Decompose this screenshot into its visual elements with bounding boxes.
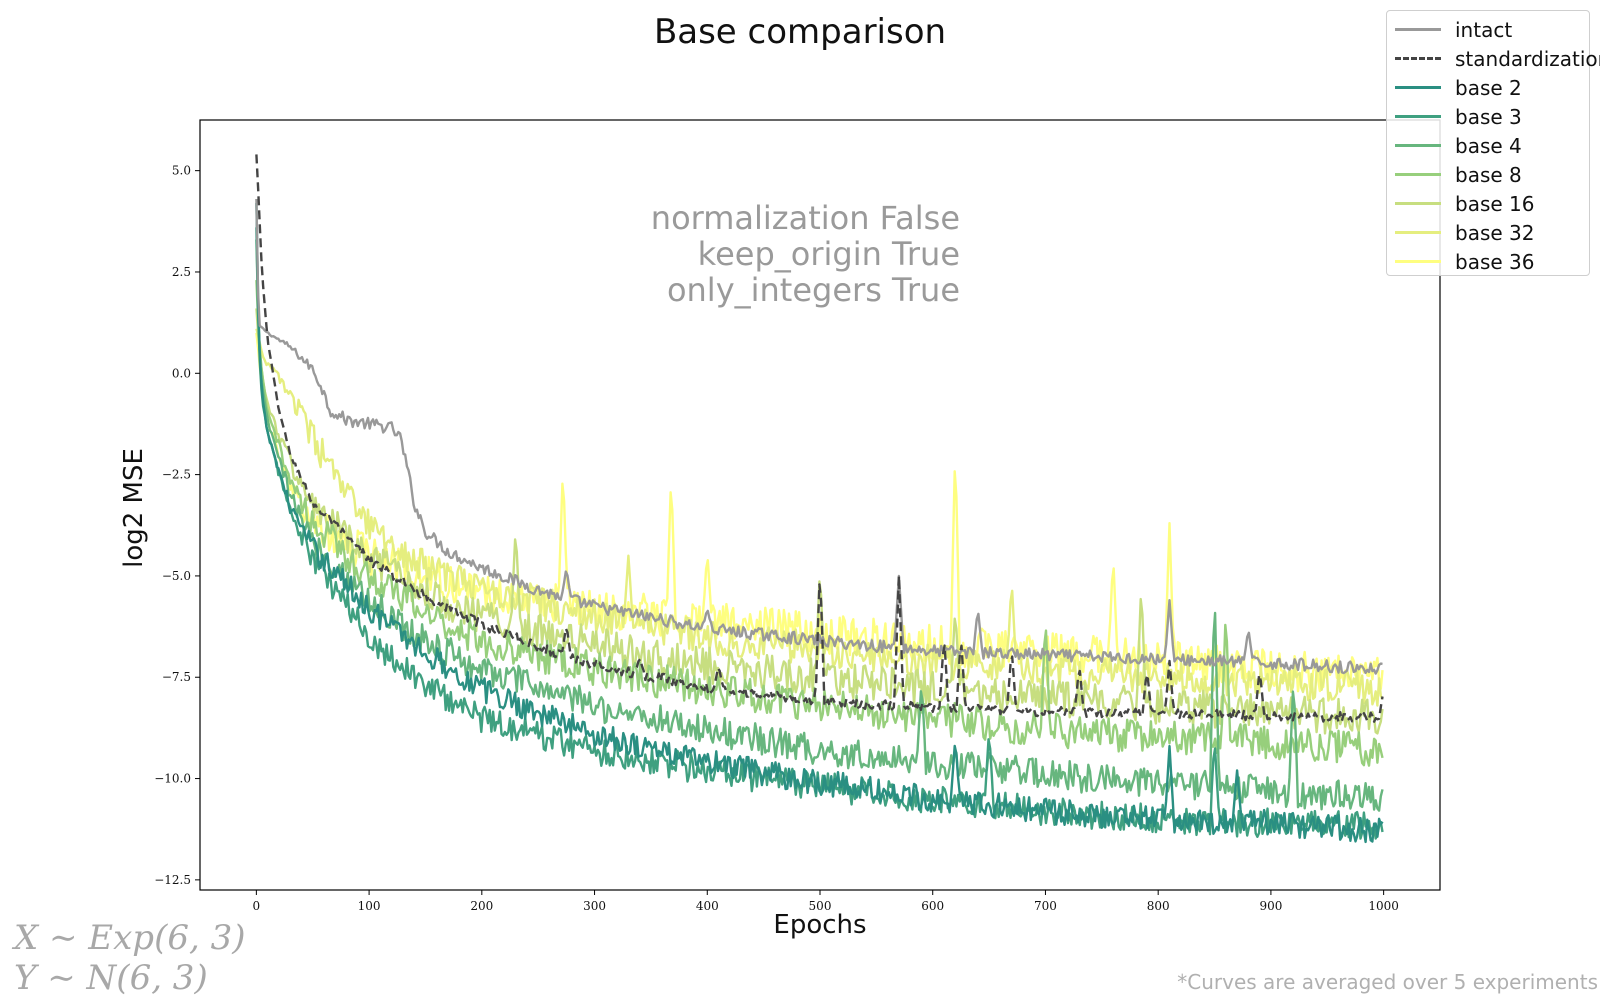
x-tick-label: 400 [696, 899, 719, 913]
legend-label: base 8 [1455, 162, 1522, 187]
x-tick-label: 0 [253, 899, 261, 913]
x-tick-label: 800 [1147, 899, 1170, 913]
legend-item: base 36 [1387, 247, 1534, 276]
x-tick-label: 100 [358, 899, 381, 913]
y-tick-label: 0.0 [172, 366, 191, 380]
footnote: *Curves are averaged over 5 experiments [1177, 970, 1598, 994]
y-axis: 5.0 2.5 0.0 −2.5 −5.0 −7.5 −10.0 −12.5 [154, 164, 200, 887]
y-tick-label: −12.5 [154, 873, 191, 887]
y-tick-label: −5.0 [162, 569, 191, 583]
legend-swatch [1395, 260, 1441, 263]
legend-label: standardization [1455, 46, 1600, 71]
y-tick-label: 2.5 [172, 265, 191, 279]
legend-label: base 2 [1455, 75, 1522, 100]
legend-item: base 16 [1387, 189, 1534, 218]
x-tick-label: 900 [1259, 899, 1282, 913]
legend-item: intact [1387, 15, 1512, 44]
x-tick-label: 500 [809, 899, 832, 913]
distribution-y: Y ∼ N(6, 3) [14, 958, 208, 998]
series-line-base-8 [255, 280, 1384, 767]
distribution-annotation: X ∼ Exp(6, 3) Y ∼ N(6, 3) [14, 918, 245, 998]
x-tick-label: 300 [583, 899, 606, 913]
chart-title: Base comparison [653, 12, 947, 52]
legend-swatch [1395, 57, 1441, 60]
legend-label: intact [1455, 17, 1513, 42]
legend-swatch [1395, 231, 1441, 234]
series-line-standardization [255, 154, 1384, 723]
x-tick-label: 600 [921, 899, 944, 913]
y-tick-label: −2.5 [162, 468, 191, 482]
legend-item: base 32 [1387, 218, 1534, 247]
legend-swatch [1395, 28, 1441, 31]
legend-label: base 36 [1455, 249, 1535, 274]
series-line-intact [255, 198, 1383, 675]
legend-item: base 8 [1387, 160, 1522, 189]
series-line-base-2 [255, 203, 1384, 844]
y-tick-label: −10.0 [154, 772, 191, 786]
legend-label: base 4 [1455, 133, 1522, 158]
legend-item: base 3 [1387, 102, 1522, 131]
legend-label: base 3 [1455, 104, 1522, 129]
distribution-x: X ∼ Exp(6, 3) [14, 918, 246, 958]
x-axis-label: Epochs [773, 910, 867, 940]
legend-label: base 32 [1455, 220, 1535, 245]
legend: intact standardization base 2 base 3 base 4 b… [1386, 10, 1600, 276]
legend-label: base 16 [1455, 191, 1535, 216]
x-axis: 0 100 200 300 400 500 600 700 800 900 1000 [253, 890, 1399, 913]
legend-item: base 4 [1387, 131, 1522, 160]
y-tick-label: −7.5 [162, 670, 191, 684]
y-tick-label: 5.0 [172, 164, 191, 178]
x-tick-label: 200 [470, 899, 493, 913]
annotation-normalization: normalization False [650, 199, 960, 237]
legend-swatch [1395, 144, 1441, 147]
legend-swatch [1395, 202, 1441, 205]
annotation-only-integers: only_integers True [666, 271, 960, 309]
legend-swatch [1395, 86, 1441, 89]
x-tick-label: 700 [1034, 899, 1057, 913]
settings-annotation: normalization False keep_origin True onl… [620, 200, 960, 308]
series-lines [255, 154, 1384, 844]
legend-swatch [1395, 173, 1441, 176]
legend-item: base 2 [1387, 73, 1522, 102]
series-line-base-4 [255, 239, 1384, 812]
legend-item: standardization [1387, 44, 1600, 73]
annotation-keep-origin: keep_origin True [697, 235, 960, 273]
x-tick-label: 1000 [1368, 899, 1399, 913]
y-axis-label: log2 MSE [119, 448, 149, 568]
series-line-base-16 [255, 308, 1384, 735]
legend-swatch [1395, 115, 1441, 118]
